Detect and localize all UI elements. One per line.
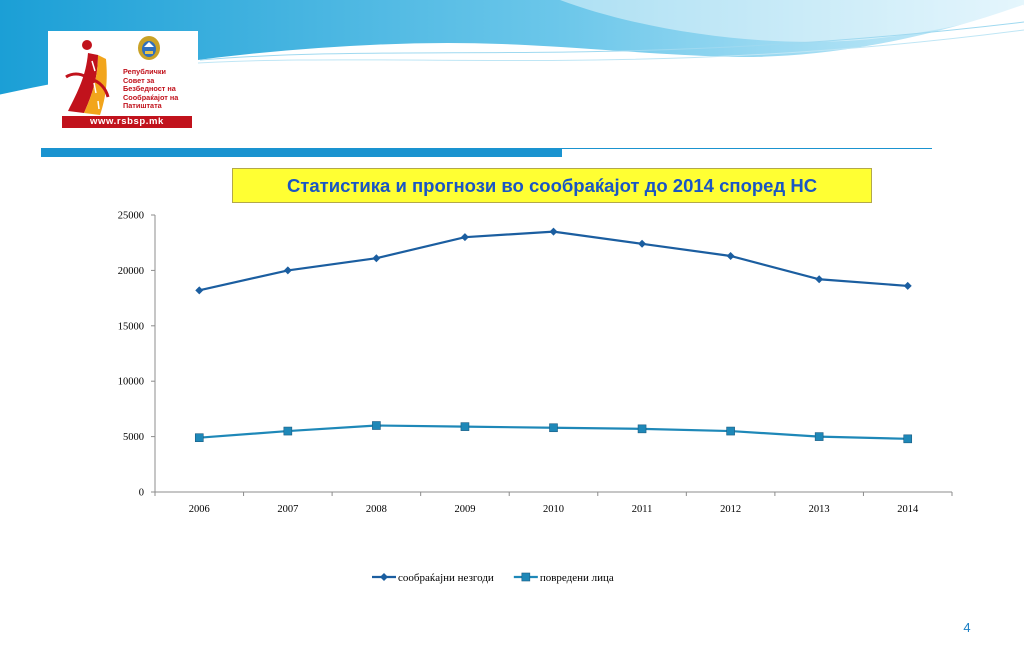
data-point — [283, 426, 293, 436]
road-runner-logo-icon — [65, 40, 110, 115]
series-2 — [194, 421, 913, 444]
x-tick-label: 2010 — [543, 504, 564, 515]
y-tick-label: 5000 — [123, 432, 144, 443]
y-axis-tick-labels: 0 5000 10000 15000 20000 25000 — [118, 211, 155, 499]
data-point — [372, 254, 381, 263]
data-point — [815, 275, 824, 284]
legend-item: повредени лица — [513, 572, 614, 584]
coat-of-arms-icon — [138, 36, 160, 60]
logo-url: www.rsbsp.mk — [62, 116, 192, 128]
x-tick-label: 2013 — [809, 504, 830, 515]
page-number: 4 — [963, 620, 971, 635]
logo-line: Безбедност на — [123, 84, 176, 94]
chart-legend: сообраќајни незгоди повредени лица — [372, 572, 614, 584]
data-point — [460, 422, 470, 431]
data-point — [638, 239, 647, 248]
data-point — [903, 434, 913, 444]
series-1 — [195, 227, 912, 295]
x-tick-label: 2006 — [189, 504, 210, 515]
data-point — [903, 281, 912, 290]
y-tick-label: 10000 — [118, 377, 144, 388]
header-divider-bar — [41, 148, 562, 157]
slide-title: Статистика и прогнози во сообраќајот до … — [232, 168, 872, 203]
chart-series — [194, 227, 913, 444]
data-point — [549, 227, 558, 236]
logo-line: Сообраќајот на — [123, 92, 179, 102]
x-tick-label: 2007 — [277, 504, 298, 515]
y-tick-label: 15000 — [118, 321, 144, 332]
series-line — [199, 230, 908, 292]
x-tick-label: 2009 — [454, 504, 475, 515]
data-point — [814, 432, 824, 441]
data-point — [372, 421, 381, 430]
chart-axes — [154, 215, 952, 493]
y-tick-label: 25000 — [118, 211, 144, 222]
header-divider-line — [562, 148, 932, 149]
y-tick-label: 0 — [139, 488, 144, 499]
x-tick-label: 2012 — [720, 504, 741, 515]
x-tick-label: 2008 — [366, 504, 387, 515]
legend-item: сообраќајни незгоди — [372, 572, 494, 584]
data-point — [283, 266, 292, 275]
data-point — [549, 423, 558, 433]
data-point — [194, 433, 204, 443]
organization-logo: Републички Совет за Безбедност на Сообра… — [48, 31, 198, 131]
x-axis-tick-labels: 2006 2007 2008 2009 2010 2011 2012 2013 2014 — [154, 492, 953, 515]
data-point — [460, 233, 469, 242]
x-tick-label: 2014 — [897, 504, 919, 515]
logo-line: Републички — [123, 67, 167, 76]
data-point — [637, 424, 647, 434]
legend-swatch-marker — [521, 572, 531, 582]
logo-organization-name: Републички Совет за Безбедност на Сообра… — [123, 67, 203, 111]
logo-line: Патиштата — [123, 101, 162, 111]
legend-label: сообраќајни незгоди — [398, 572, 494, 584]
legend-label: повредени лица — [540, 572, 614, 584]
logo-line: Совет за — [123, 75, 155, 85]
data-point — [726, 426, 735, 436]
data-point — [726, 251, 735, 260]
y-tick-label: 20000 — [118, 266, 144, 277]
data-point — [195, 286, 204, 295]
x-tick-label: 2011 — [632, 504, 653, 515]
legend-swatch-marker — [380, 573, 388, 581]
